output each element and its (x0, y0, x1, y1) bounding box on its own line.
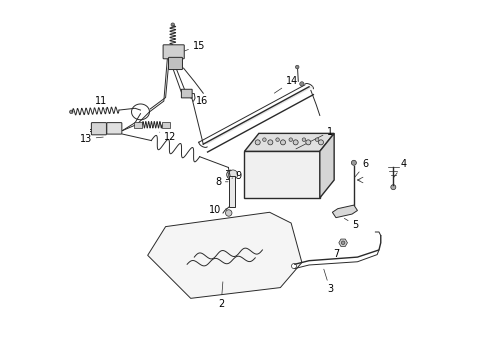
Bar (134, 122, 142, 128)
Text: 11: 11 (95, 96, 107, 110)
Circle shape (292, 140, 298, 145)
FancyBboxPatch shape (181, 89, 192, 98)
Circle shape (280, 140, 285, 145)
Circle shape (225, 210, 231, 216)
Circle shape (299, 82, 304, 86)
Circle shape (69, 110, 73, 114)
Circle shape (341, 241, 344, 244)
Text: 8: 8 (215, 177, 227, 187)
Circle shape (302, 138, 305, 141)
Circle shape (295, 65, 298, 69)
Text: 4: 4 (393, 159, 406, 177)
Text: 10: 10 (208, 206, 226, 216)
Text: 16: 16 (190, 96, 208, 106)
Text: 9: 9 (231, 171, 241, 181)
Circle shape (318, 140, 323, 145)
Polygon shape (147, 212, 301, 298)
Text: 1: 1 (295, 127, 332, 149)
Circle shape (351, 160, 356, 165)
FancyBboxPatch shape (91, 123, 106, 135)
Text: 13: 13 (80, 134, 103, 144)
Circle shape (262, 138, 265, 141)
Text: 2: 2 (218, 282, 224, 309)
Text: 15: 15 (181, 41, 204, 52)
Circle shape (288, 138, 292, 141)
Circle shape (315, 138, 318, 141)
Polygon shape (332, 205, 357, 218)
FancyBboxPatch shape (168, 57, 182, 69)
Text: 5: 5 (344, 219, 358, 230)
Circle shape (390, 185, 395, 190)
Text: 12: 12 (160, 132, 176, 142)
FancyBboxPatch shape (163, 45, 184, 59)
Text: 6: 6 (354, 159, 368, 177)
FancyBboxPatch shape (106, 123, 122, 134)
Circle shape (275, 138, 279, 141)
Polygon shape (244, 151, 319, 198)
Bar (162, 122, 169, 128)
Polygon shape (244, 134, 333, 151)
Circle shape (291, 264, 296, 269)
Text: 7: 7 (333, 244, 343, 258)
Polygon shape (338, 239, 346, 247)
Circle shape (267, 140, 272, 145)
Text: 14: 14 (274, 76, 297, 93)
Circle shape (255, 140, 260, 145)
Text: 3: 3 (323, 269, 332, 294)
Circle shape (305, 140, 310, 145)
Bar (228, 176, 234, 207)
Circle shape (171, 23, 174, 27)
Polygon shape (319, 134, 333, 198)
Circle shape (228, 170, 237, 179)
